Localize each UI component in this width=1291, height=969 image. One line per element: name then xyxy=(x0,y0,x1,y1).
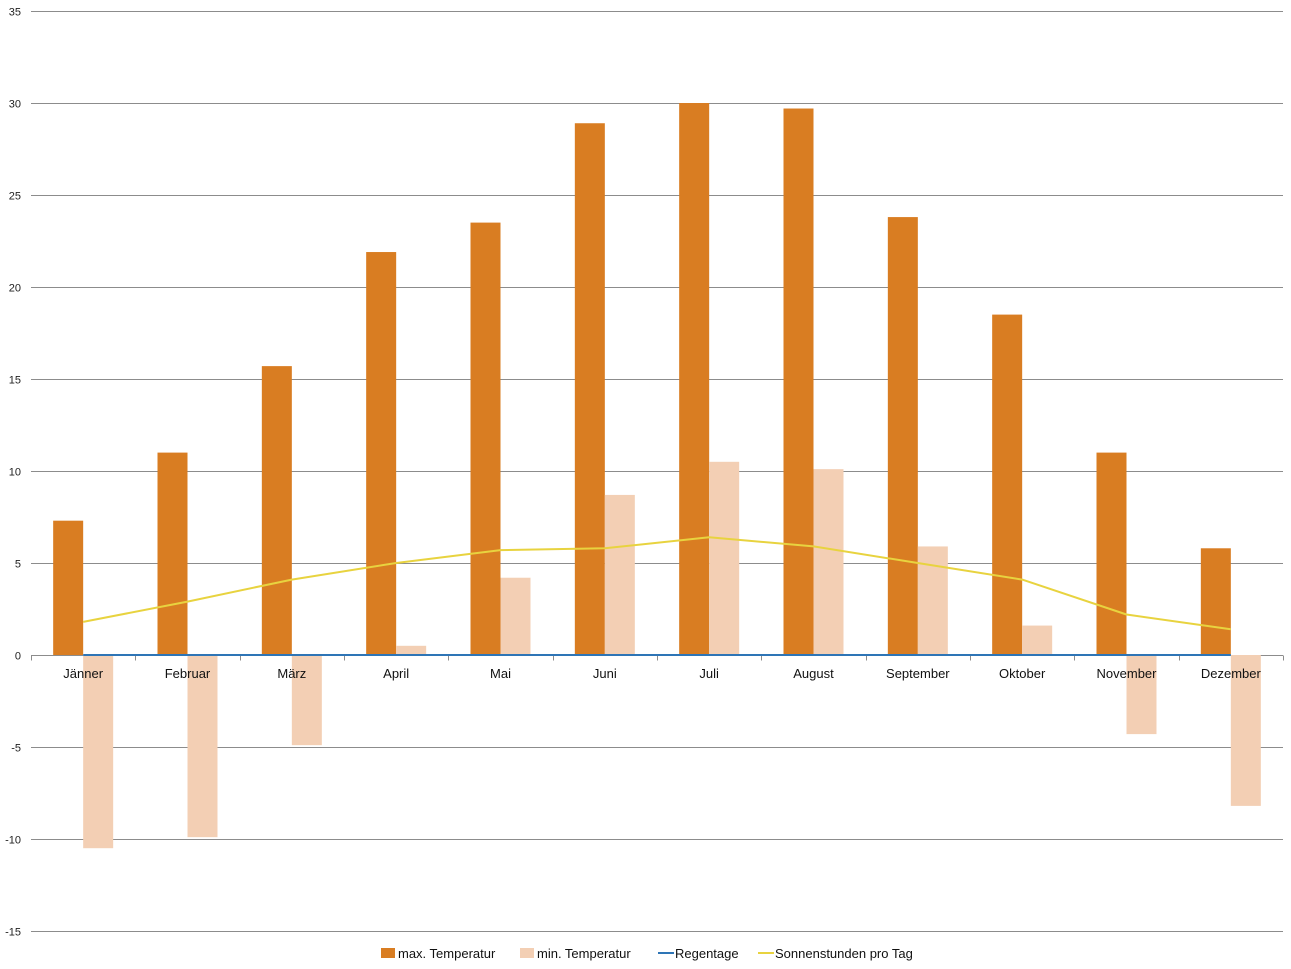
legend: max. Temperatur min. Temperatur Regentage S… xyxy=(381,946,913,961)
bar-max-temp xyxy=(53,520,84,655)
y-tick-label: 25 xyxy=(9,191,21,203)
x-category-label: November xyxy=(1097,666,1158,681)
x-category-label: Jänner xyxy=(63,666,103,681)
legend-swatch xyxy=(381,948,395,958)
bar-max-temp xyxy=(679,103,710,655)
bar-min-temp xyxy=(83,655,114,849)
x-axis-category-labels: Jänner Februar März April Mai Juni Juli August S… xyxy=(63,666,1261,681)
y-tick-label: 30 xyxy=(9,99,21,111)
legend-swatch xyxy=(520,948,534,958)
bar-max-temp xyxy=(783,108,814,655)
y-tick-label: -15 xyxy=(5,927,21,939)
y-tick-label: 5 xyxy=(15,559,21,571)
bar-min-temp xyxy=(396,645,427,655)
x-category-label: Februar xyxy=(165,666,211,681)
legend-label: min. Temperatur xyxy=(537,946,631,961)
y-tick-label: 0 xyxy=(15,651,21,663)
x-category-label: März xyxy=(277,666,306,681)
bar-min-temp xyxy=(709,461,740,655)
x-category-label: Dezember xyxy=(1201,666,1262,681)
y-tick-label: 10 xyxy=(9,467,21,479)
legend-label: Sonnenstunden pro Tag xyxy=(775,946,913,961)
bar-max-temp xyxy=(261,366,292,655)
bar-max-temp xyxy=(992,314,1023,655)
bar-min-temp xyxy=(187,655,218,838)
y-tick-label: 20 xyxy=(9,283,21,295)
line-series-sonnenstunden xyxy=(83,536,1231,631)
bar-max-temp xyxy=(887,217,918,655)
bar-marks xyxy=(53,103,1261,849)
bar-max-temp xyxy=(470,222,501,655)
bar-max-temp xyxy=(1096,452,1127,655)
bar-min-temp xyxy=(500,577,531,655)
y-tick-label: -10 xyxy=(5,835,21,847)
bar-min-temp xyxy=(1126,655,1157,735)
bar-max-temp xyxy=(366,252,397,656)
bar-min-temp xyxy=(604,494,635,655)
gridlines xyxy=(31,11,1284,932)
x-category-label: August xyxy=(793,666,834,681)
line-marks xyxy=(83,536,1231,656)
bar-max-temp xyxy=(1200,548,1231,655)
y-axis-tick-labels: 35 30 25 20 15 10 5 0 -5 -10 -15 xyxy=(5,7,21,939)
legend-label: max. Temperatur xyxy=(398,946,496,961)
x-category-label: Mai xyxy=(490,666,511,681)
x-category-label: Oktober xyxy=(999,666,1046,681)
y-tick-label: 35 xyxy=(9,7,21,19)
bar-max-temp xyxy=(574,123,605,656)
bar-max-temp xyxy=(157,452,188,655)
bar-min-temp xyxy=(1230,655,1261,806)
bar-min-temp xyxy=(813,469,844,655)
x-category-label: September xyxy=(886,666,950,681)
x-category-label: April xyxy=(383,666,409,681)
bar-min-temp xyxy=(291,655,322,746)
y-tick-label: 15 xyxy=(9,375,21,387)
legend-label: Regentage xyxy=(675,946,739,961)
x-category-label: Juni xyxy=(593,666,617,681)
bar-min-temp xyxy=(1022,625,1053,655)
y-tick-label: -5 xyxy=(11,743,21,755)
x-category-label: Juli xyxy=(699,666,719,681)
